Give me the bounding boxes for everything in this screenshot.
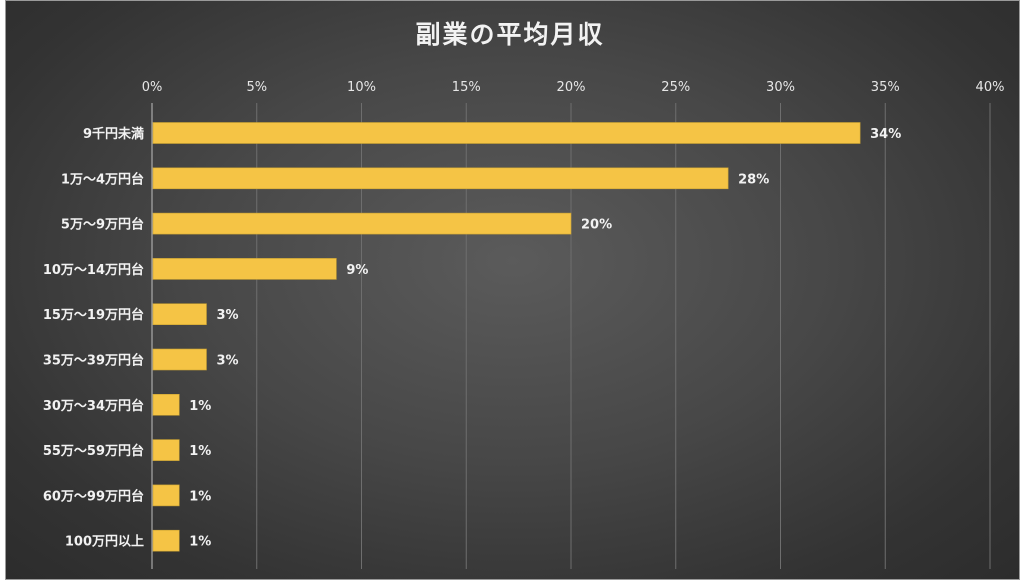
category-label: 30万～34万円台 bbox=[43, 398, 144, 414]
data-label: 1% bbox=[189, 399, 211, 414]
data-label: 9% bbox=[346, 263, 368, 278]
category-label: 9千円未満 bbox=[83, 126, 144, 142]
category-label: 55万～59万円台 bbox=[43, 443, 144, 459]
data-labels: 34% 28% 20% 9% 3% 3% 1% 1% 1% 1% bbox=[189, 127, 901, 550]
data-label: 34% bbox=[870, 127, 901, 142]
x-tick-label: 10% bbox=[347, 80, 376, 95]
bar bbox=[152, 122, 861, 144]
category-label: 100万円以上 bbox=[65, 535, 144, 550]
bar-chart: 副業の平均月収 0% 5% 10% 15% 20% 25% 30% 35% 40% 9千円未満 1… bbox=[43, 20, 1005, 569]
category-label: 10万～14万円台 bbox=[43, 262, 144, 278]
bar bbox=[152, 393, 180, 416]
x-tick-label: 15% bbox=[452, 80, 481, 95]
data-label: 28% bbox=[738, 172, 769, 187]
data-label: 3% bbox=[216, 354, 238, 369]
x-tick-label: 40% bbox=[976, 80, 1005, 95]
category-label: 5万～9万円台 bbox=[61, 217, 144, 233]
bar bbox=[152, 258, 337, 280]
bar bbox=[152, 439, 180, 461]
bar bbox=[152, 484, 180, 507]
category-label: 15万～19万円台 bbox=[43, 307, 144, 323]
x-tick-labels: 0% 5% 10% 15% 20% 25% 30% 35% 40% bbox=[142, 80, 1005, 95]
data-label: 20% bbox=[581, 218, 612, 233]
category-label: 1万～4万円台 bbox=[61, 171, 144, 187]
bars bbox=[152, 122, 861, 552]
bar bbox=[152, 167, 729, 190]
bar bbox=[152, 212, 572, 235]
x-tick-label: 35% bbox=[871, 80, 900, 95]
category-label: 35万～39万円台 bbox=[43, 353, 144, 369]
data-label: 1% bbox=[189, 535, 211, 550]
data-label: 3% bbox=[216, 308, 238, 323]
bar bbox=[152, 348, 207, 371]
category-labels: 9千円未満 1万～4万円台 5万～9万円台 10万～14万円台 15万～19万円台 35万… bbox=[43, 126, 144, 550]
x-tick-label: 25% bbox=[661, 80, 690, 95]
x-tick-label: 20% bbox=[557, 80, 586, 95]
category-label: 60万～99万円台 bbox=[43, 488, 144, 504]
chart-title: 副業の平均月収 bbox=[415, 20, 604, 49]
bar bbox=[152, 529, 180, 552]
x-tick-label: 0% bbox=[142, 80, 163, 95]
x-tick-label: 5% bbox=[246, 80, 267, 95]
chart-frame: 副業の平均月収 0% 5% 10% 15% 20% 25% 30% 35% 40% 9千円未満 1… bbox=[5, 0, 1020, 580]
bar bbox=[152, 303, 207, 326]
x-tick-label: 30% bbox=[766, 80, 795, 95]
data-label: 1% bbox=[189, 489, 211, 504]
data-label: 1% bbox=[189, 444, 211, 459]
